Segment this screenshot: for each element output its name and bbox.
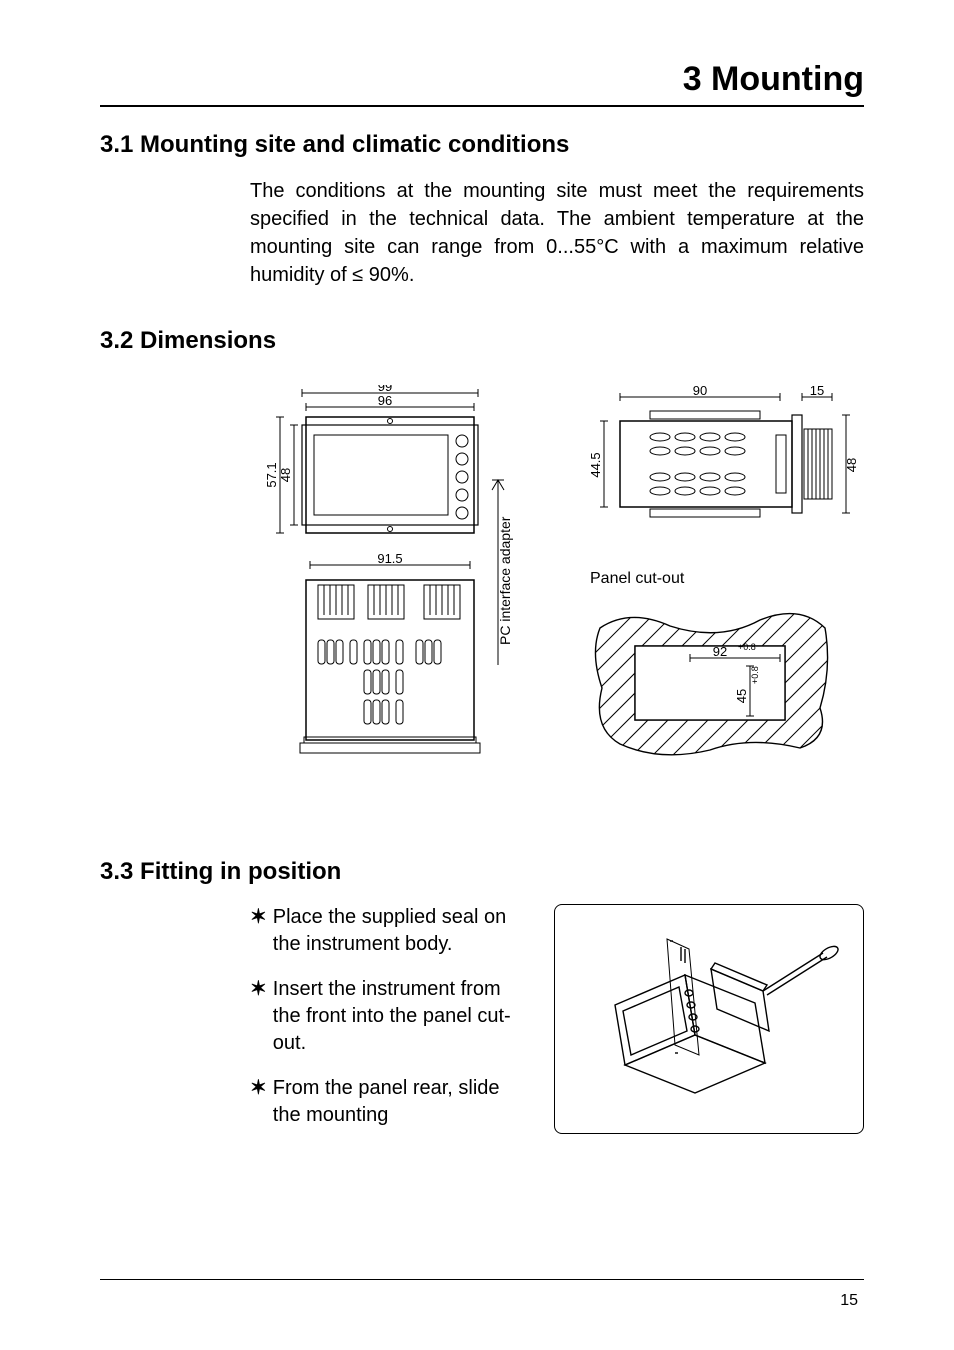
dim-90: 90	[693, 385, 707, 398]
side-view: 90 15	[580, 385, 860, 535]
section-3-1-body: The conditions at the mounting site must…	[250, 177, 864, 289]
step-3-text: From the panel rear, slide the mounting	[273, 1075, 524, 1129]
step-1-text: Place the supplied seal on the instrumen…	[273, 904, 524, 958]
step-3: ✶ From the panel rear, slide the mountin…	[250, 1075, 524, 1129]
panel-cutout-label: Panel cut-out	[590, 570, 860, 588]
dimensions-figure: 99 96	[240, 385, 864, 820]
section-3-2-heading: 3.2 Dimensions	[100, 327, 864, 355]
step-1: ✶ Place the supplied seal on the instrum…	[250, 904, 524, 958]
cutout-w: 92	[713, 644, 727, 659]
section-3-3-heading: 3.3 Fitting in position	[100, 858, 864, 886]
dim-91-5: 91.5	[377, 551, 402, 566]
front-and-top-view: 99 96	[240, 385, 540, 815]
panel-cutout-figure: 92 +0.8 45 +0.8	[580, 598, 840, 768]
dim-44-5: 44.5	[588, 452, 603, 477]
dim-15: 15	[810, 385, 824, 398]
dim-57-1: 57.1	[264, 462, 279, 487]
section-3-1-heading: 3.1 Mounting site and climatic condition…	[100, 131, 864, 159]
chapter-title: 3 Mounting	[100, 60, 864, 107]
step-marker: ✶	[250, 904, 267, 958]
step-marker: ✶	[250, 976, 267, 1057]
dim-96: 96	[378, 393, 392, 408]
dim-48a: 48	[278, 468, 293, 482]
cutout-h: 45	[734, 689, 749, 703]
step-2-text: Insert the instrument from the front int…	[273, 976, 524, 1057]
dim-48b: 48	[844, 458, 859, 472]
cutout-w-tol: +0.8	[738, 642, 756, 652]
fitting-steps: ✶ Place the supplied seal on the instrum…	[250, 904, 524, 1147]
step-marker: ✶	[250, 1075, 267, 1129]
cutout-h-tol: +0.8	[750, 666, 760, 684]
footer-rule	[100, 1279, 864, 1280]
adapter-label: PC interface adapter	[497, 516, 513, 645]
fitting-illustration	[554, 904, 864, 1134]
step-2: ✶ Insert the instrument from the front i…	[250, 976, 524, 1057]
page-number: 15	[840, 1292, 858, 1310]
